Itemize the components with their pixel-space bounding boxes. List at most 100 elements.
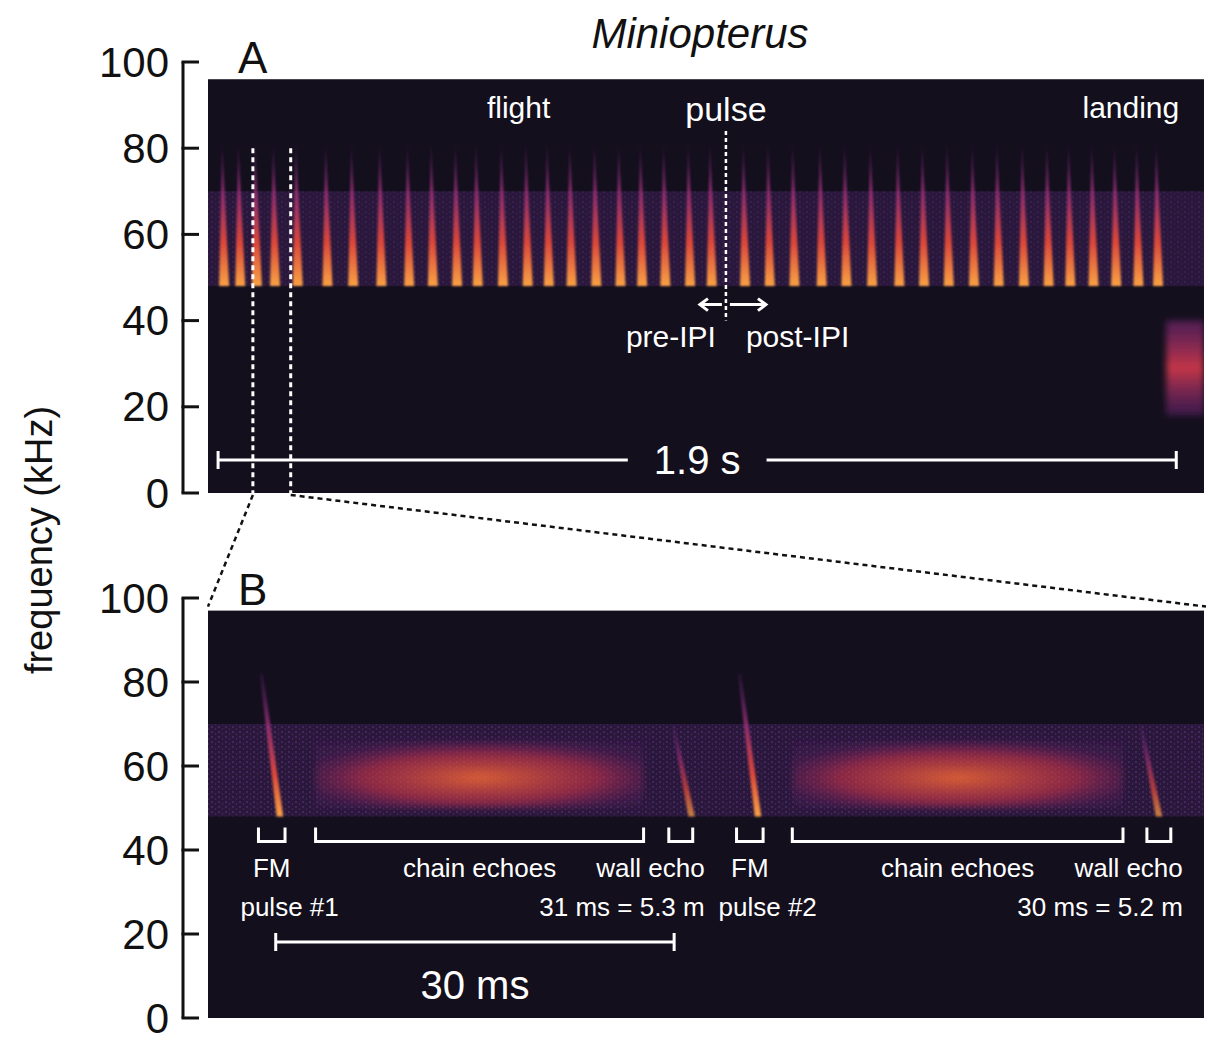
echolocation-pulse	[235, 140, 245, 287]
echolocation-pulse	[498, 140, 508, 287]
y-tick	[182, 765, 200, 768]
echolocation-pulse	[765, 140, 775, 287]
y-tick	[182, 319, 200, 322]
echolocation-pulse	[1065, 140, 1075, 287]
y-axis-title: frequency (kHz)	[18, 406, 60, 674]
zoom-line	[289, 148, 292, 493]
event-bracket	[669, 828, 693, 842]
echolocation-pulse	[376, 140, 386, 287]
event-label: 31 ms = 5.3 m	[539, 892, 704, 922]
pulse-label: pulse	[685, 90, 766, 128]
echolocation-pulse	[293, 140, 303, 287]
zoom-connector	[291, 495, 1206, 607]
echolocation-pulse	[523, 140, 533, 287]
y-tick-label: 60	[122, 743, 169, 790]
post-ipi-label: post-IPI	[746, 320, 849, 353]
fm-pulse	[738, 674, 762, 817]
echolocation-pulse	[867, 140, 877, 287]
echo-band-noise	[208, 724, 1204, 816]
event-bracket	[316, 828, 644, 842]
fm-pulse	[260, 674, 284, 817]
panel-A: 020406080100Aflightlandingpulsepre-IPIpo…	[99, 33, 1204, 516]
y-tick	[182, 61, 200, 64]
event-bracket	[1147, 828, 1171, 842]
event-bracket	[258, 828, 285, 842]
echolocation-pulse	[919, 140, 929, 287]
scale-bar	[276, 933, 674, 951]
spectrogram-background	[208, 611, 1204, 1018]
y-tick-label: 40	[122, 827, 169, 874]
echolocation-pulse	[591, 140, 601, 287]
echolocation-pulse	[660, 140, 670, 287]
scale-bar-label-ground	[628, 438, 767, 482]
y-tick-label: 80	[122, 125, 169, 172]
y-tick-label: 0	[146, 995, 169, 1042]
landing-call	[1166, 321, 1204, 416]
echo-band	[208, 724, 1204, 816]
event-bracket	[737, 828, 764, 842]
echolocation-pulse	[452, 140, 462, 287]
wall-echo	[1139, 724, 1163, 816]
y-tick-label: 0	[146, 470, 169, 517]
scale-bar-label: 30 ms	[420, 963, 529, 1007]
echolocation-pulse	[817, 140, 827, 287]
plot-area	[208, 140, 1204, 416]
y-axis-line	[182, 598, 185, 1018]
event-label: FM	[731, 853, 769, 883]
echolocation-pulse	[994, 140, 1004, 287]
spectrogram-background	[208, 79, 1204, 493]
echolocation-pulse	[404, 140, 414, 287]
event-label: pulse #2	[719, 892, 817, 922]
echolocation-pulse	[219, 140, 229, 287]
echolocation-pulse	[1019, 140, 1029, 287]
echolocation-pulse	[616, 140, 626, 287]
event-bracket	[792, 828, 1123, 842]
pulse-marker-line	[725, 131, 728, 321]
y-tick-label: 20	[122, 383, 169, 430]
event-label: pulse #1	[240, 892, 338, 922]
annotation: flight	[487, 91, 551, 124]
event-label: chain echoes	[881, 853, 1034, 883]
y-tick	[182, 933, 200, 936]
echolocation-pulse	[1133, 140, 1143, 287]
figure: Miniopterusfrequency (kHz)020406080100Af…	[0, 0, 1208, 1043]
y-tick	[182, 492, 200, 495]
echolocation-pulse	[841, 140, 851, 287]
annotation: landing	[1082, 91, 1179, 124]
chain-echoes	[316, 741, 644, 808]
echolocation-pulse	[1044, 140, 1054, 287]
y-tick	[182, 681, 200, 684]
title: Miniopterus	[591, 10, 808, 57]
panel-B: 020406080100BFMpulse #1chain echoeswall …	[99, 565, 1204, 1042]
y-tick-label: 80	[122, 659, 169, 706]
y-tick-label: 100	[99, 39, 169, 86]
y-tick	[182, 233, 200, 236]
echolocation-pulse	[789, 140, 799, 287]
echolocation-pulse	[637, 140, 647, 287]
echolocation-pulse	[567, 140, 577, 287]
echolocation-pulse	[1153, 140, 1163, 287]
zoom-connector	[208, 495, 253, 607]
event-label: wall echo	[1073, 853, 1182, 883]
echolocation-pulse	[428, 140, 438, 287]
pre-ipi-arrow	[700, 299, 722, 311]
y-tick	[182, 147, 200, 150]
echolocation-pulse	[740, 140, 750, 287]
scale-bar-label: 1.9 s	[654, 438, 741, 482]
echolocation-pulse	[270, 140, 280, 287]
chain-echoes	[792, 741, 1123, 808]
echolocation-pulse	[969, 140, 979, 287]
y-tick-label: 60	[122, 211, 169, 258]
event-label: chain echoes	[403, 853, 556, 883]
pre-ipi-label: pre-IPI	[626, 320, 716, 353]
echolocation-pulse	[685, 140, 695, 287]
echolocation-pulse	[1111, 140, 1121, 287]
y-tick	[182, 597, 200, 600]
echolocation-pulse	[473, 140, 483, 287]
y-tick	[182, 1017, 200, 1020]
echolocation-pulse	[323, 140, 333, 287]
echolocation-pulse	[348, 140, 358, 287]
echolocation-pulse	[944, 140, 954, 287]
y-tick-label: 100	[99, 575, 169, 622]
wall-echo	[671, 724, 695, 816]
